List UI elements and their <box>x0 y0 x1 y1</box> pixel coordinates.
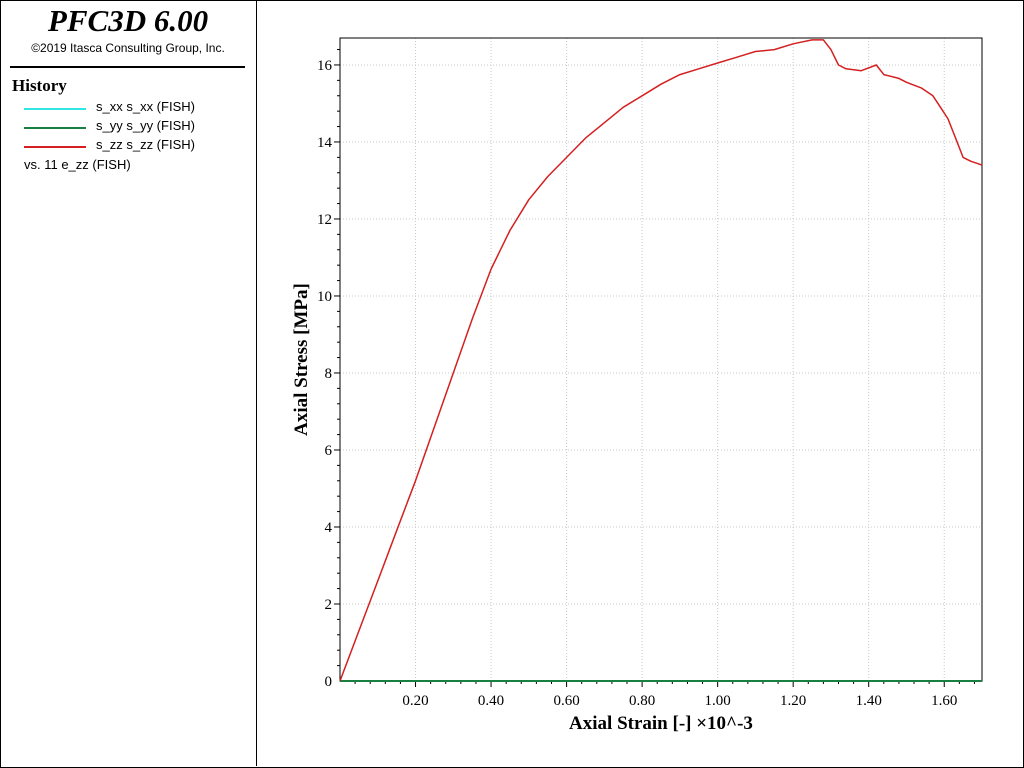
y-tick-label: 10 <box>317 289 332 305</box>
panel-divider <box>256 0 257 766</box>
plot-background <box>340 38 982 681</box>
legend-divider <box>10 66 245 68</box>
legend-label-s-xx: s_xx s_xx (FISH) <box>96 99 195 114</box>
legend-title: History <box>12 76 67 95</box>
x-tick-label: 1.20 <box>780 693 806 709</box>
x-tick-label: 1.40 <box>856 693 882 709</box>
x-tick-label: 1.00 <box>705 693 731 709</box>
chart-area: 0.20 0.40 0.60 0.80 1.00 1.20 1.40 1.60 0 2 4 6 8 10 1… <box>291 37 983 734</box>
legend-vs-label: vs. 11 e_zz (FISH) <box>24 157 131 172</box>
x-tick-label: 0.40 <box>478 693 504 709</box>
x-tick-label: 0.80 <box>629 693 655 709</box>
y-axis-title: Axial Stress [MPa] <box>291 283 312 436</box>
y-tick-label: 2 <box>325 597 333 613</box>
y-tick-label: 16 <box>317 58 333 74</box>
y-tick-label: 12 <box>317 212 332 228</box>
x-tick-label: 0.60 <box>553 693 579 709</box>
x-axis-title: Axial Strain [-] ×10^-3 <box>569 713 753 734</box>
x-tick-label: 0.20 <box>402 693 428 709</box>
y-tick-label: 14 <box>317 135 333 151</box>
y-tick-label: 6 <box>325 443 333 459</box>
legend-swatch-s-yy <box>24 127 86 129</box>
y-tick-label: 4 <box>325 520 333 536</box>
legend-swatch-s-zz <box>24 146 86 148</box>
legend-label-s-yy: s_yy s_yy (FISH) <box>96 118 195 133</box>
legend-label-s-zz: s_zz s_zz (FISH) <box>96 137 195 152</box>
legend-swatch-s-xx <box>24 108 86 110</box>
x-tick-label: 1.60 <box>931 693 957 709</box>
y-tick-label: 0 <box>325 674 333 690</box>
app-title: PFC3D 6.00 <box>47 3 209 38</box>
y-tick-label: 8 <box>325 366 333 382</box>
copyright-text: ©2019 Itasca Consulting Group, Inc. <box>31 41 225 55</box>
series-line-2 <box>339 39 983 682</box>
